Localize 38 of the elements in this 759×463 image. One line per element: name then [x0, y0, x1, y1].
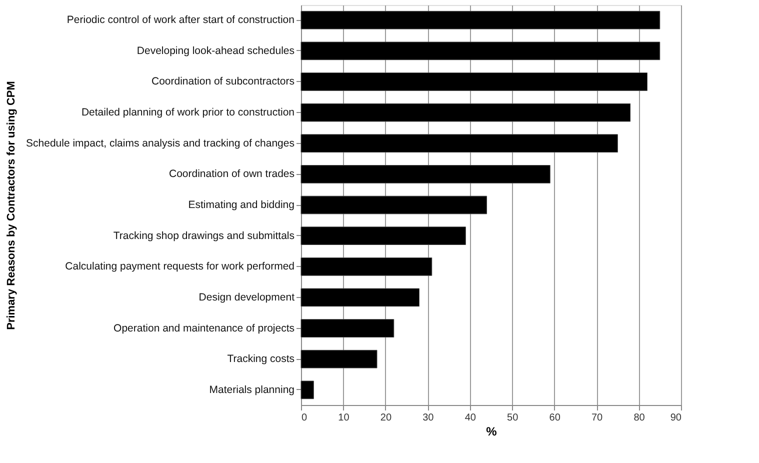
bar: [300, 257, 432, 276]
x-tick-label: 50: [507, 412, 519, 424]
x-tick-label: 10: [338, 412, 350, 424]
y-tick-label: Coordination of subcontractors: [152, 76, 294, 88]
y-tick-label: Calculating payment requests for work performed: [65, 260, 295, 273]
bar: [300, 288, 420, 307]
x-tick-label: 90: [670, 412, 682, 424]
bar: [300, 134, 618, 153]
y-tick-label: Coordination of own trades: [169, 168, 294, 180]
bar: [300, 164, 550, 184]
y-tick-label: Tracking costs: [227, 353, 294, 366]
y-axis-title: Primary Reasons by Contractors for using CPM: [6, 81, 18, 330]
x-tick-label: 0: [302, 412, 308, 424]
y-tick-label: Developing look-ahead schedules: [136, 44, 294, 57]
bar: [300, 319, 394, 338]
x-tick-label: 70: [591, 412, 604, 424]
y-tick-label: Schedule impact, claims analysis and tracking of changes: [26, 137, 294, 150]
y-tick-label: Tracking shop drawings and submittals: [113, 230, 294, 242]
x-tick-label: 80: [634, 412, 646, 424]
bar: [300, 10, 660, 30]
bar: [300, 42, 660, 60]
x-tick-label: 30: [422, 412, 434, 424]
y-tick-label: Materials planning: [209, 384, 295, 396]
bar: [300, 72, 648, 91]
y-tick-label: Design development: [198, 291, 295, 304]
x-tick-label: 20: [380, 412, 392, 424]
bar: [300, 103, 631, 122]
bar: [300, 196, 488, 214]
bar: [300, 350, 378, 368]
bar: [300, 380, 314, 400]
x-tick-label: 60: [549, 412, 561, 424]
x-tick-label: 40: [464, 412, 476, 424]
y-tick-label: Operation and maintenance of projects: [114, 322, 294, 334]
y-tick-label: Detailed planning of work prior to construction: [81, 106, 295, 119]
bar: [300, 226, 466, 246]
y-tick-label: Periodic control of work after start of construction: [66, 14, 295, 26]
y-tick-label: Estimating and bidding: [188, 199, 295, 211]
x-axis-title: %: [486, 424, 498, 438]
